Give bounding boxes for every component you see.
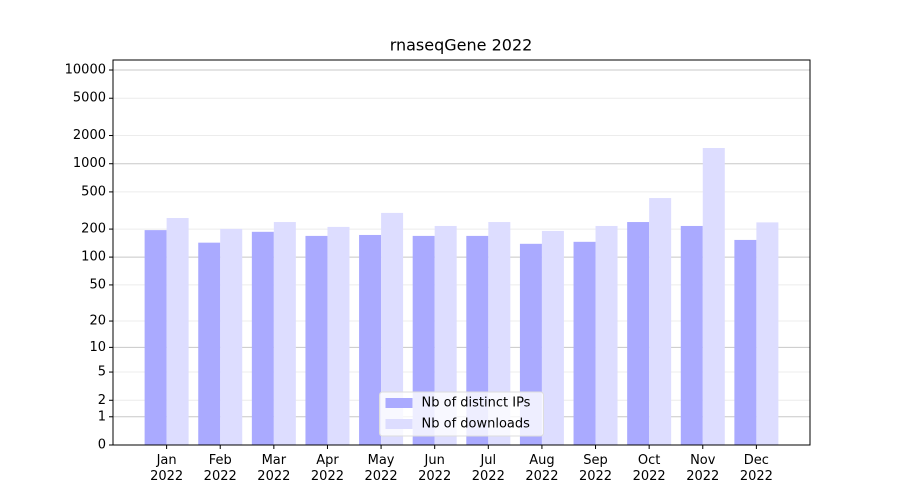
x-tick-label: Feb 2022 [203,453,237,484]
y-tick-label: 1 [98,409,106,424]
x-tick-label: Jun 2022 [418,453,452,484]
y-tick-label: 1000 [73,156,106,171]
x-tick-label: Nov 2022 [686,453,720,484]
y-tick-label: 10 [89,340,106,355]
bar [381,212,404,445]
plot-frame [112,59,811,446]
y-tick-label: 20 [89,314,106,329]
y-tick-label: 5000 [73,91,106,106]
bar [649,198,672,445]
bar [434,225,457,445]
y-tick-label: 200 [81,222,106,237]
bar [734,239,757,445]
bar [488,222,511,445]
y-tick-label: 0 [98,438,106,453]
y-tick-label: 10000 [65,63,106,78]
legend-label: Nb of distinct IPs [422,396,531,411]
bar [702,147,725,445]
x-tick-label: Mar 2022 [257,453,291,484]
legend-swatch [385,398,413,408]
x-tick-label: Dec 2022 [739,453,773,484]
y-tick-label: 5 [98,365,106,380]
x-tick-label: Aug 2022 [525,453,559,484]
y-tick-label: 2 [98,393,106,408]
x-tick-label: Oct 2022 [632,453,666,484]
legend-label: Nb of downloads [422,417,531,432]
y-tick-label: 50 [89,277,106,292]
bar [166,217,189,445]
bar [541,230,564,445]
bar [198,242,221,445]
bar [573,241,596,445]
bar [756,222,779,445]
x-tick-label: Jul 2022 [471,453,505,484]
x-tick-label: Jan 2022 [150,453,184,484]
x-tick-label: May 2022 [364,453,398,484]
chart-title: rnaseqGene 2022 [390,36,533,55]
bar [220,228,243,445]
bar [359,234,382,445]
bar [273,222,296,445]
bar [595,225,618,445]
bar [327,226,350,445]
bar [627,222,650,445]
x-tick-label: Sep 2022 [578,453,613,484]
bar [251,231,274,445]
legend-box [379,391,544,437]
x-tick-label: Apr 2022 [310,453,344,484]
bar [305,235,328,445]
y-tick-label: 100 [81,250,106,265]
legend-swatch [385,419,413,429]
y-tick-label: 2000 [73,128,106,143]
y-tick-label: 500 [81,184,106,199]
bar [144,230,167,445]
bar [680,225,703,445]
